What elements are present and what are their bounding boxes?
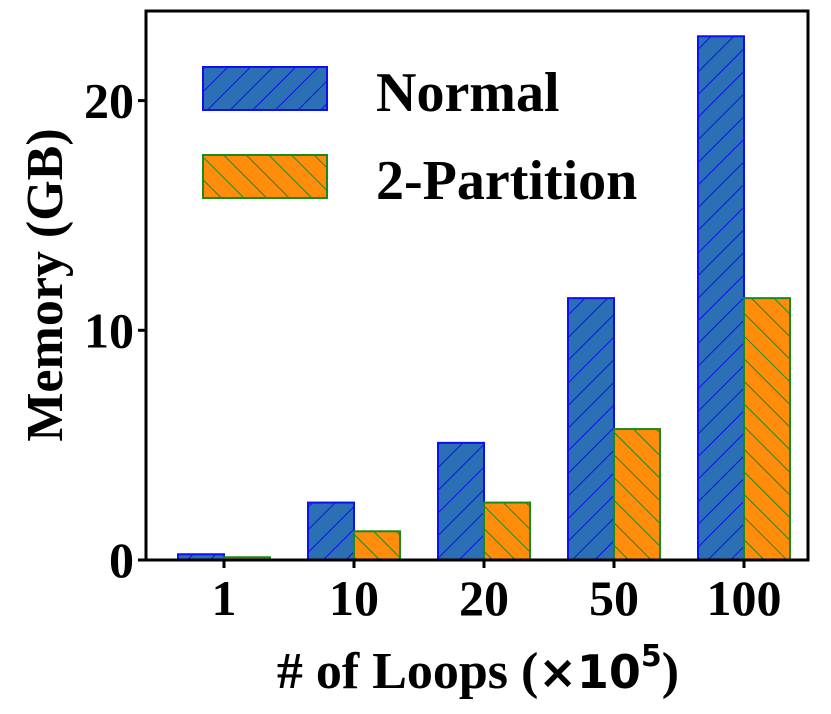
legend-swatch-normal	[202, 66, 328, 111]
bar-normal-10	[307, 501, 355, 561]
y-tick-label-10: 10	[84, 302, 134, 358]
x-axis-title-exponent: 5	[641, 639, 662, 674]
plot-frame	[144, 9, 810, 562]
bar-2-partition-10	[353, 530, 401, 562]
x-axis-title: # of Loops (×105)	[277, 639, 679, 700]
x-axis-ticks: 1 10 20 50 100	[212, 560, 782, 626]
x-tick-label-1: 1	[212, 570, 237, 626]
x-tick-label-10: 10	[329, 570, 379, 626]
x-axis-title-close: )	[662, 643, 679, 700]
y-tick-label-20: 20	[84, 73, 134, 129]
legend-label-2-partition: 2-Partition	[376, 150, 637, 212]
x-axis-title-main: # of Loops (	[277, 643, 538, 700]
legend: Normal 2-Partition	[202, 62, 637, 212]
y-axis-ticks: 0 10 20	[84, 73, 146, 588]
x-tick-label-50: 50	[589, 570, 639, 626]
y-axis-title: Memory (GB)	[17, 128, 74, 441]
bar-2-partition-20	[483, 501, 531, 561]
legend-label-normal: Normal	[376, 62, 560, 124]
x-axis-title-multiplier: ×10	[538, 645, 641, 699]
y-tick-label-0: 0	[109, 532, 134, 588]
bar-2-partition-100	[743, 297, 791, 561]
bar-normal-100	[697, 35, 745, 562]
bar-normal-50	[567, 297, 615, 561]
bar-2-partition-50	[613, 428, 661, 562]
x-tick-label-20: 20	[459, 570, 509, 626]
x-tick-label-100: 100	[707, 570, 782, 626]
bar-normal-20	[437, 441, 485, 561]
legend-swatch-2-partition	[202, 154, 328, 199]
